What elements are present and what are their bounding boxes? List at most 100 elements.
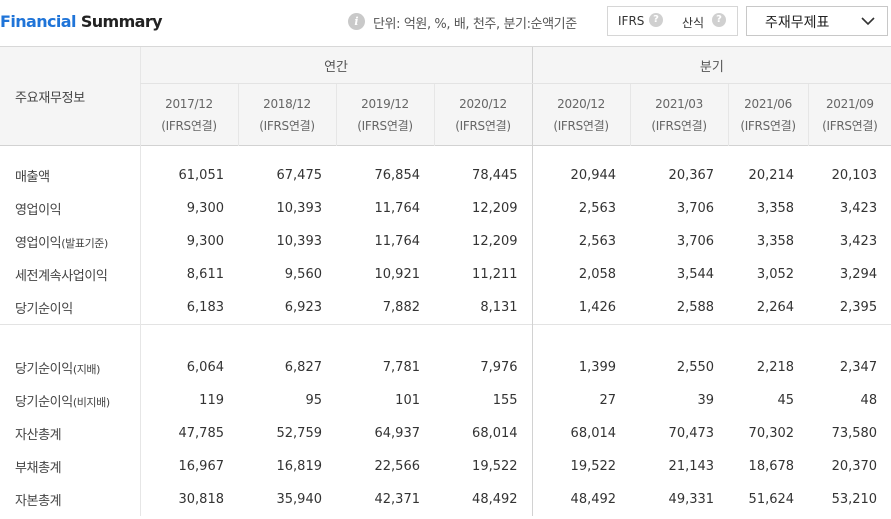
question-icon[interactable]: ?	[649, 13, 663, 27]
value-cell: 2,588	[676, 300, 715, 315]
value-cell: 2,563	[531, 192, 631, 225]
value-cell: 68,014	[472, 426, 518, 441]
summary-header: Financial Summary i 단위: 억원, %, 배, 천주, 분기…	[0, 0, 891, 46]
quarter-header: 분기	[531, 46, 891, 84]
value-cell: 12,209	[472, 201, 518, 216]
table-row: 영업이익(발표기준) 9,300 10,393 11,764 12,209 2,563 3,…	[0, 225, 891, 258]
value-cell: 7,882	[382, 300, 420, 315]
period-header: 2021/06 (IFRS연결)	[727, 83, 809, 146]
row-label: 당기순이익	[15, 302, 73, 317]
value-cell: 2,395	[839, 300, 878, 315]
value-cell: 10,393	[276, 201, 323, 216]
ifrs-option[interactable]: IFRS	[618, 14, 645, 28]
value-cell: 61,051	[139, 159, 238, 192]
value-cell: 42,371	[374, 492, 421, 507]
statement-select-label: 주재무제표	[765, 15, 830, 31]
value-cell: 52,759	[276, 426, 323, 441]
value-cell: 11,211	[472, 267, 518, 282]
table-row: 당기순이익(지배) 6,064 6,827 7,781 7,976 1,399 2,550 2…	[0, 351, 891, 384]
period-header: 2017/12 (IFRS연결)	[139, 83, 238, 146]
table-row: 당기순이익(비지배) 119 95 101 155 27 39 45 48	[0, 384, 891, 417]
value-cell: 67,475	[276, 168, 323, 183]
value-cell: 16,967	[139, 450, 238, 483]
value-cell: 6,827	[284, 360, 322, 375]
value-cell: 2,550	[676, 360, 715, 375]
value-cell: 16,819	[276, 459, 323, 474]
period-header-row: 2017/12 (IFRS연결) 2018/12 (IFRS연결) 2019/12 (IF…	[0, 83, 891, 146]
value-cell: 20,944	[531, 159, 631, 192]
table-row: 당기순이익 6,183 6,923 7,882 8,131 1,426 2,588 2,264…	[0, 291, 891, 325]
value-cell: 70,302	[748, 426, 795, 441]
row-label: 매출액	[15, 170, 50, 185]
row-label: 자본총계	[15, 494, 62, 509]
row-label: 자산총계	[15, 428, 62, 443]
question-icon[interactable]: ?	[712, 13, 726, 27]
value-cell: 9,560	[284, 267, 322, 282]
value-cell: 3,358	[756, 234, 795, 249]
section-title: Financial Summary	[0, 12, 163, 31]
period-label: 2021/09	[825, 96, 874, 111]
value-cell: 1,426	[531, 291, 631, 325]
value-cell: 155	[492, 393, 518, 408]
value-cell: 20,370	[831, 459, 878, 474]
period-label: 2019/12	[361, 96, 409, 111]
value-cell: 7,976	[480, 360, 518, 375]
value-cell: 3,706	[676, 234, 715, 249]
statement-select[interactable]: 주재무제표	[746, 6, 888, 36]
value-cell: 3,358	[756, 201, 795, 216]
value-cell: 27	[531, 384, 631, 417]
value-cell: 6,064	[139, 351, 238, 384]
value-cell: 10,921	[374, 267, 421, 282]
value-cell: 7,781	[382, 360, 420, 375]
value-cell: 51,624	[748, 492, 795, 507]
value-cell: 3,423	[839, 234, 878, 249]
info-icon[interactable]: i	[348, 13, 365, 30]
formula-option[interactable]: 산식	[682, 16, 705, 30]
period-header: 2018/12 (IFRS연결)	[237, 83, 336, 146]
row-label: 당기순이익(지배)	[15, 362, 101, 377]
value-cell: 9,300	[139, 192, 238, 225]
basis-label: (IFRS연결)	[455, 118, 511, 133]
value-cell: 8,611	[139, 258, 238, 291]
row-label: 영업이익(발표기준)	[15, 236, 108, 251]
value-cell: 73,580	[831, 426, 878, 441]
basis-label: (IFRS연결)	[357, 118, 413, 133]
period-label: 2021/03	[655, 96, 703, 111]
value-cell: 20,103	[831, 168, 878, 183]
row-label: 영업이익	[15, 203, 62, 218]
label-column-header: 주요재무정보	[0, 46, 140, 146]
value-cell: 8,131	[480, 300, 518, 315]
value-cell: 18,678	[748, 459, 795, 474]
period-header: 2020/12 (IFRS연결)	[531, 83, 631, 146]
value-cell: 2,218	[756, 360, 795, 375]
basis-label: (IFRS연결)	[161, 118, 217, 133]
basis-label: (IFRS연결)	[740, 118, 796, 133]
value-cell: 2,347	[839, 360, 878, 375]
basis-label: (IFRS연결)	[651, 118, 707, 133]
value-cell: 70,473	[668, 426, 715, 441]
period-header: 2021/03 (IFRS연결)	[629, 83, 729, 146]
table-row: 세전계속사업이익 8,611 9,560 10,921 11,211 2,058 3,544…	[0, 258, 891, 291]
period-label: 2020/12	[459, 96, 507, 111]
table-body: 매출액 61,051 67,475 76,854 78,445 20,944 20,367 2…	[0, 145, 891, 516]
unit-text: 단위: 억원, %, 배, 천주, 분기:순액기준	[373, 17, 577, 32]
value-cell: 6,183	[139, 291, 238, 325]
annual-header: 연간	[139, 46, 533, 84]
row-label: 당기순이익(비지배)	[15, 395, 110, 410]
value-cell: 20,367	[668, 168, 715, 183]
basis-label: (IFRS연결)	[259, 118, 315, 133]
value-cell: 3,052	[756, 267, 795, 282]
table-row: 자산총계 47,785 52,759 64,937 68,014 68,014 70,473…	[0, 417, 891, 450]
value-cell: 2,058	[531, 258, 631, 291]
value-cell: 78,445	[472, 168, 518, 183]
value-cell: 101	[395, 393, 420, 408]
value-cell: 119	[139, 384, 238, 417]
table-row: 영업이익 9,300 10,393 11,764 12,209 2,563 3,706 3,3…	[0, 192, 891, 225]
table-row: 부채총계 16,967 16,819 22,566 19,522 19,522 21,143…	[0, 450, 891, 483]
value-cell: 11,764	[374, 201, 421, 216]
value-cell: 3,706	[676, 201, 715, 216]
value-cell: 3,544	[676, 267, 715, 282]
value-cell: 2,264	[756, 300, 795, 315]
value-cell: 11,764	[374, 234, 421, 249]
period-header: 2021/09 (IFRS연결)	[807, 83, 891, 146]
